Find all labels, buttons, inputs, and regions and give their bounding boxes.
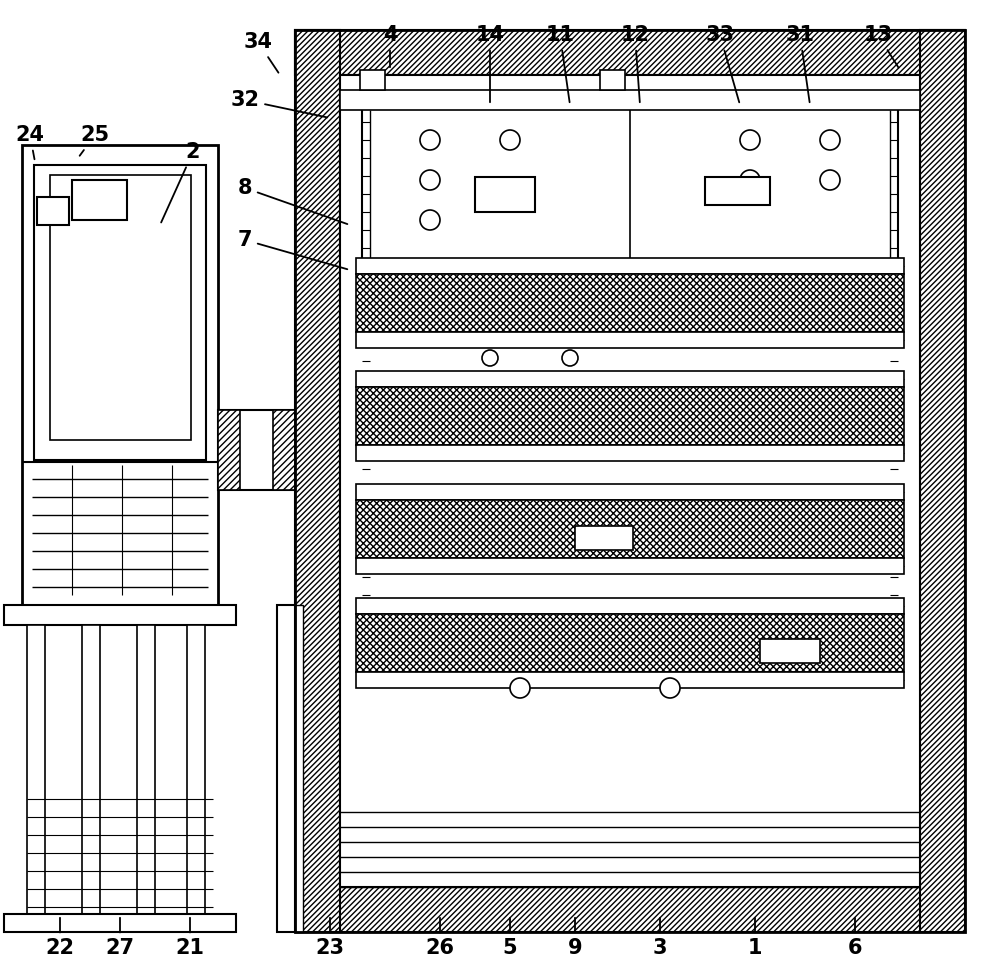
Bar	[4, 605, 236, 625]
Circle shape	[510, 678, 530, 698]
Circle shape	[740, 170, 760, 190]
Text: 26: 26	[426, 918, 454, 958]
Bar	[340, 75, 920, 93]
Text: 14: 14	[476, 25, 505, 102]
Text: 21: 21	[176, 918, 205, 958]
Bar	[356, 274, 904, 332]
Bar	[340, 75, 920, 887]
Circle shape	[562, 350, 578, 366]
Text: 9: 9	[568, 918, 582, 958]
Bar	[277, 605, 295, 932]
Bar	[575, 526, 633, 550]
Text: 6: 6	[848, 918, 862, 958]
Circle shape	[420, 130, 440, 150]
Text: 23: 23	[316, 918, 344, 958]
Circle shape	[500, 130, 520, 150]
Text: 1: 1	[748, 918, 762, 958]
Bar	[360, 70, 385, 90]
Bar	[295, 887, 965, 932]
Bar	[34, 165, 206, 460]
Bar	[356, 598, 904, 614]
Bar	[356, 445, 904, 461]
Text: 31: 31	[786, 25, 814, 102]
Bar	[273, 410, 295, 490]
Bar	[340, 90, 920, 110]
Text: 8: 8	[238, 178, 347, 224]
Bar	[356, 484, 904, 500]
Bar	[760, 639, 820, 663]
Circle shape	[660, 678, 680, 698]
Bar	[27, 625, 45, 932]
Circle shape	[820, 170, 840, 190]
Bar	[50, 175, 191, 440]
Bar	[295, 30, 340, 932]
Bar	[137, 625, 155, 932]
Bar	[356, 672, 904, 688]
Text: 12: 12	[620, 25, 650, 102]
Bar	[356, 258, 904, 274]
Circle shape	[420, 210, 440, 230]
Circle shape	[420, 170, 440, 190]
Bar	[295, 30, 965, 932]
Text: 5: 5	[503, 918, 517, 958]
Bar	[187, 625, 205, 932]
Text: 7: 7	[238, 230, 347, 270]
Text: 32: 32	[230, 90, 327, 118]
Text: 13: 13	[864, 25, 899, 68]
Circle shape	[820, 130, 840, 150]
Bar	[356, 371, 904, 387]
Text: 3: 3	[653, 918, 667, 958]
Text: 22: 22	[46, 918, 74, 958]
Bar	[475, 177, 535, 212]
Bar	[356, 387, 904, 445]
Bar	[356, 614, 904, 672]
Bar	[37, 197, 69, 225]
Text: 33: 33	[706, 25, 739, 102]
Circle shape	[740, 130, 760, 150]
Bar	[22, 145, 218, 605]
Circle shape	[482, 350, 498, 366]
Bar	[920, 30, 965, 932]
Bar	[82, 625, 100, 932]
Bar	[705, 177, 770, 205]
Bar	[72, 180, 127, 220]
Bar	[356, 500, 904, 558]
Bar	[218, 410, 295, 490]
Bar	[295, 605, 303, 932]
Text: 27: 27	[106, 918, 134, 958]
Text: 4: 4	[383, 25, 397, 68]
Bar	[295, 30, 965, 75]
Bar	[356, 558, 904, 574]
Bar	[4, 914, 236, 932]
Bar	[600, 70, 625, 90]
Text: 2: 2	[161, 142, 200, 222]
Text: 11: 11	[546, 25, 574, 102]
Text: 34: 34	[244, 32, 278, 73]
Text: 25: 25	[80, 125, 110, 156]
Bar	[356, 332, 904, 348]
Bar	[218, 410, 240, 490]
Text: 24: 24	[16, 125, 44, 160]
